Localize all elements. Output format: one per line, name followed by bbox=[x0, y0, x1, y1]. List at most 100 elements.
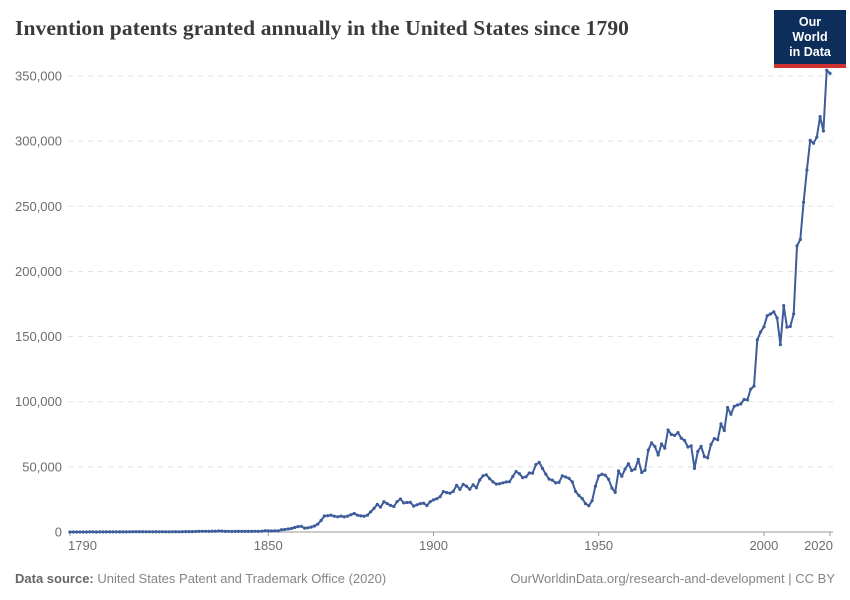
footer-attribution: OurWorldinData.org/research-and-developm… bbox=[510, 571, 835, 586]
data-point bbox=[398, 497, 402, 501]
data-point bbox=[623, 467, 627, 471]
data-point bbox=[266, 529, 270, 533]
data-point bbox=[270, 529, 274, 533]
data-point bbox=[154, 530, 158, 534]
data-point bbox=[124, 530, 128, 534]
data-point bbox=[640, 470, 644, 475]
data-point bbox=[531, 471, 535, 475]
data-point bbox=[574, 489, 578, 494]
data-point bbox=[187, 530, 191, 534]
data-point bbox=[560, 474, 564, 478]
data-point bbox=[312, 524, 317, 528]
data-point bbox=[702, 455, 707, 459]
y-axis-tick-label: 50,000 bbox=[22, 459, 62, 474]
data-point bbox=[240, 529, 244, 534]
data-point bbox=[372, 506, 376, 510]
data-point bbox=[177, 530, 181, 534]
data-point bbox=[676, 431, 680, 435]
data-point bbox=[600, 472, 604, 476]
data-point bbox=[567, 476, 571, 480]
data-point bbox=[435, 497, 439, 501]
data-point bbox=[745, 398, 750, 402]
footer-separator: | bbox=[784, 571, 796, 586]
data-point bbox=[223, 529, 227, 534]
data-point bbox=[636, 457, 640, 461]
y-axis-tick-label: 200,000 bbox=[15, 264, 62, 279]
data-point bbox=[825, 68, 829, 72]
owid-logo[interactable]: Our World in Data bbox=[774, 10, 846, 68]
data-point bbox=[646, 448, 650, 452]
data-point bbox=[339, 514, 343, 518]
data-point bbox=[610, 486, 614, 490]
data-point bbox=[494, 482, 498, 486]
data-point bbox=[765, 314, 769, 318]
data-point bbox=[68, 530, 72, 534]
data-point bbox=[481, 474, 485, 478]
data-point bbox=[669, 432, 674, 437]
data-point bbox=[445, 491, 449, 495]
data-point bbox=[213, 529, 217, 533]
data-point bbox=[114, 530, 118, 534]
data-point bbox=[81, 530, 85, 534]
data-point bbox=[666, 428, 670, 432]
data-point bbox=[498, 482, 502, 486]
data-point bbox=[230, 529, 234, 534]
data-point bbox=[524, 475, 528, 479]
data-point bbox=[643, 468, 647, 472]
data-point bbox=[802, 200, 806, 204]
data-point bbox=[336, 515, 340, 519]
data-point bbox=[620, 474, 624, 478]
data-point bbox=[203, 529, 208, 533]
data-point bbox=[550, 478, 555, 482]
data-point bbox=[286, 527, 290, 531]
data-point bbox=[613, 490, 617, 494]
data-point bbox=[603, 473, 607, 477]
data-point bbox=[395, 500, 399, 504]
y-axis-tick-label: 150,000 bbox=[15, 329, 62, 344]
data-point bbox=[775, 316, 779, 320]
data-point bbox=[607, 477, 611, 481]
data-point bbox=[441, 490, 445, 494]
data-point bbox=[151, 530, 155, 534]
data-point bbox=[402, 501, 406, 505]
data-point bbox=[322, 514, 326, 518]
data-point bbox=[160, 530, 165, 534]
data-point bbox=[111, 530, 115, 534]
data-point bbox=[88, 530, 92, 534]
data-point bbox=[256, 529, 260, 534]
data-point bbox=[253, 529, 257, 533]
data-point bbox=[719, 422, 723, 426]
data-point bbox=[91, 530, 95, 534]
data-point bbox=[329, 513, 333, 517]
data-point bbox=[749, 387, 753, 391]
data-point bbox=[137, 530, 141, 534]
data-point bbox=[706, 456, 710, 460]
data-point bbox=[289, 526, 293, 531]
y-axis-tick-label: 250,000 bbox=[15, 199, 62, 214]
data-point bbox=[180, 530, 184, 534]
data-point bbox=[451, 489, 455, 493]
data-point bbox=[98, 530, 102, 534]
data-point bbox=[431, 498, 436, 502]
data-point bbox=[108, 530, 112, 534]
data-point bbox=[762, 325, 766, 329]
data-point bbox=[488, 477, 492, 481]
data-point bbox=[501, 481, 505, 485]
y-axis-tick-label: 350,000 bbox=[15, 69, 62, 84]
data-point bbox=[527, 471, 531, 475]
data-point bbox=[788, 324, 792, 328]
data-point bbox=[352, 511, 356, 516]
data-point bbox=[94, 530, 98, 534]
data-point bbox=[540, 466, 545, 471]
data-point bbox=[141, 530, 145, 534]
data-point bbox=[808, 138, 812, 142]
data-point bbox=[696, 449, 700, 454]
owid-url-link[interactable]: OurWorldinData.org/research-and-developm… bbox=[510, 571, 785, 586]
data-point bbox=[778, 343, 783, 347]
data-point bbox=[283, 527, 287, 532]
y-axis-tick-label: 300,000 bbox=[15, 134, 62, 149]
data-point bbox=[422, 501, 426, 505]
data-point bbox=[716, 438, 720, 442]
data-point bbox=[805, 168, 809, 172]
